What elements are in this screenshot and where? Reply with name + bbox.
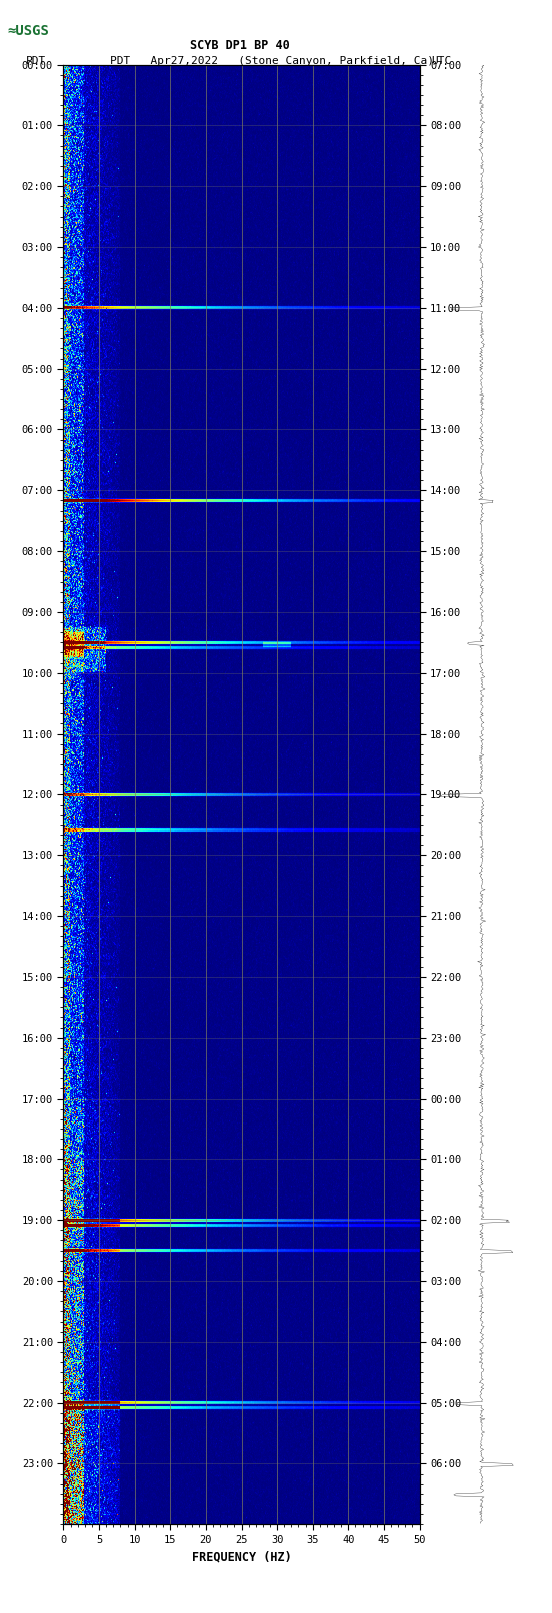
Text: PDT: PDT <box>26 56 46 66</box>
X-axis label: FREQUENCY (HZ): FREQUENCY (HZ) <box>192 1550 291 1563</box>
Text: ≈USGS: ≈USGS <box>7 24 49 37</box>
Text: PDT   Apr27,2022   (Stone Canyon, Parkfield, Ca): PDT Apr27,2022 (Stone Canyon, Parkfield,… <box>110 56 434 66</box>
Text: SCYB DP1 BP 40: SCYB DP1 BP 40 <box>190 39 290 52</box>
Text: UTC: UTC <box>432 56 452 66</box>
